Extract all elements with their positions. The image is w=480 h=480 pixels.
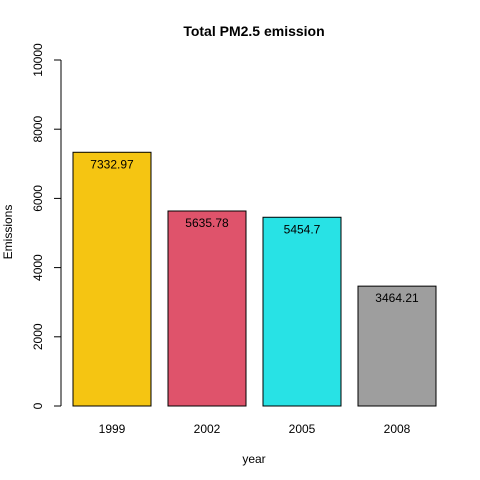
data-labels-group: 7332.97 5635.78 5454.7 3464.21 <box>90 157 419 305</box>
y-axis-label: Emissions <box>1 205 15 260</box>
chart-title: Total PM2.5 emission <box>183 23 324 39</box>
bar-2005 <box>262 216 342 407</box>
bar-2002 <box>167 210 247 407</box>
x-tick-label: 2002 <box>194 422 221 436</box>
y-tick-label: 2000 <box>31 323 45 350</box>
x-tick-label: 1999 <box>99 422 126 436</box>
y-axis: 0 2000 4000 6000 8000 10000 <box>31 43 62 409</box>
y-tick-label: 8000 <box>31 116 45 143</box>
y-tick-label: 4000 <box>31 254 45 281</box>
bar-1999 <box>72 151 152 407</box>
data-label-1999: 7332.97 <box>90 157 134 171</box>
data-label-2005: 5454.7 <box>284 222 321 236</box>
y-tick-label: 0 <box>31 402 45 409</box>
data-label-2002: 5635.78 <box>185 216 229 230</box>
y-tick-label: 6000 <box>31 185 45 212</box>
bars-group <box>72 151 437 407</box>
x-axis-label: year <box>242 452 265 466</box>
bar-2008 <box>357 285 437 407</box>
x-tick-labels: 1999 2002 2005 2008 <box>99 422 411 436</box>
x-tick-label: 2008 <box>384 422 411 436</box>
y-tick-label: 10000 <box>31 43 45 77</box>
x-tick-label: 2005 <box>289 422 316 436</box>
data-label-2008: 3464.21 <box>375 291 419 305</box>
